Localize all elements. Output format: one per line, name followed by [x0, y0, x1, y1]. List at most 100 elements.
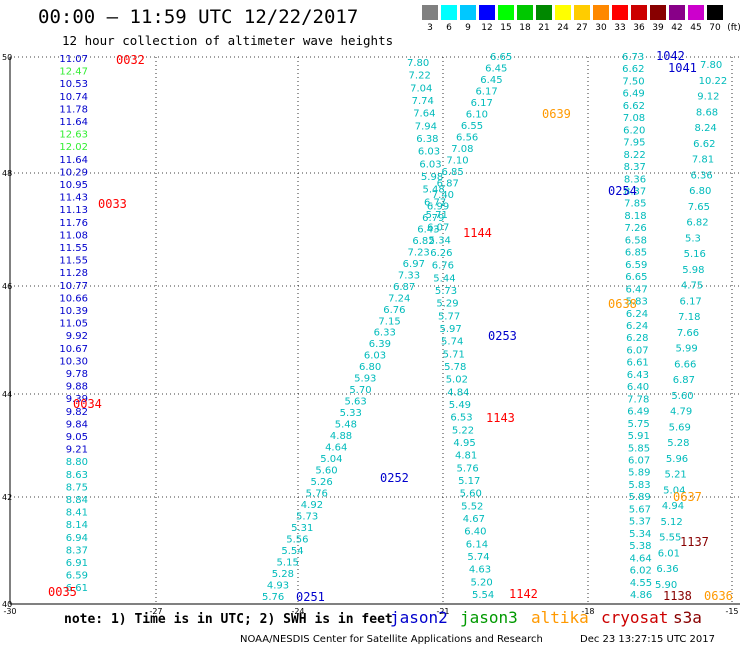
swh-value: 6.49: [627, 407, 649, 418]
swh-value: 5.29: [436, 299, 458, 310]
pass-time-label: 0251: [296, 590, 325, 604]
swh-value: 6.61: [627, 358, 649, 369]
swh-value: 10.77: [59, 281, 88, 292]
swh-value: 6.01: [658, 548, 680, 559]
swh-value: 6.77: [424, 197, 446, 208]
swh-value: 10.22: [699, 76, 728, 87]
swh-value: 4.92: [301, 500, 323, 511]
color-scale-label: 33: [614, 23, 626, 33]
swh-value: 10.67: [59, 344, 88, 355]
lon-tick-label: -24: [291, 607, 304, 616]
swh-value: 6.65: [490, 52, 512, 63]
lon-tick-label: -30: [3, 607, 16, 616]
swh-value: 7.18: [678, 312, 700, 323]
footer-timestamp: Dec 23 13:27:15 UTC 2017: [580, 634, 715, 645]
pass-time-label: 0639: [542, 107, 571, 121]
swh-value: 6.47: [625, 284, 647, 295]
swh-value: 5.97: [440, 324, 462, 335]
lat-tick-label: 40: [2, 600, 12, 609]
swh-value: 6.45: [480, 75, 502, 86]
swh-value: 6.28: [626, 333, 648, 344]
swh-value: 5.63: [344, 397, 366, 408]
swh-value: 5.83: [628, 480, 650, 491]
pass-time-label: 0254: [608, 184, 637, 198]
swh-value: 5.56: [286, 535, 308, 546]
swh-value: 5.34: [629, 529, 651, 540]
swh-value: 11.07: [59, 54, 88, 65]
sat-legend-jason3: jason3: [460, 608, 518, 627]
swh-value: 5.67: [629, 504, 651, 515]
swh-value: 5.75: [627, 419, 649, 430]
color-scale-label: 18: [519, 23, 531, 33]
swh-value: 5.60: [315, 466, 337, 477]
swh-value: 10.74: [59, 92, 88, 103]
swh-value: 6.24: [626, 321, 648, 332]
swh-value: 5.93: [354, 374, 376, 385]
swh-value: 5.54: [281, 546, 303, 557]
color-scale-label: 3: [427, 23, 433, 33]
swh-value: 6.87: [393, 282, 415, 293]
swh-value: 4.64: [325, 443, 347, 454]
swh-value: 4.63: [469, 565, 491, 576]
swh-value: 7.04: [410, 83, 432, 94]
swh-value: 10.53: [59, 79, 88, 90]
swh-value: 6.14: [466, 539, 488, 550]
swh-value: 8.14: [66, 520, 88, 531]
swh-value: 4.94: [662, 501, 684, 512]
swh-value: 11.64: [59, 117, 88, 128]
swh-value: 5.04: [320, 454, 342, 465]
swh-value: 6.17: [680, 296, 702, 307]
swh-value: 11.13: [59, 205, 88, 216]
color-swatch: [612, 5, 628, 20]
swh-value: 5.60: [460, 489, 482, 500]
swh-value: 9.88: [66, 382, 88, 393]
swh-value: 7.78: [627, 394, 649, 405]
swh-value: 11.78: [59, 104, 88, 115]
lon-tick-label: -27: [149, 607, 162, 616]
swh-value: 12.63: [59, 130, 88, 141]
swh-value: 7.94: [415, 121, 437, 132]
swh-value: 5.55: [659, 533, 681, 544]
swh-value: 6.53: [450, 413, 472, 424]
swh-value: 4.75: [681, 281, 703, 292]
swh-value: 10.29: [59, 167, 88, 178]
swh-value: 5.22: [452, 425, 474, 436]
swh-value: 6.91: [66, 558, 88, 569]
swh-value: 4.88: [330, 431, 352, 442]
swh-value: 6.43: [417, 224, 439, 235]
swh-value: 5.44: [433, 273, 455, 284]
swh-value: 6.62: [622, 64, 644, 75]
swh-value: 5.52: [461, 501, 483, 512]
swh-value: 9.82: [66, 407, 88, 418]
lat-tick-label: 50: [2, 53, 12, 62]
swh-value: 11.64: [59, 155, 88, 166]
swh-value: 6.38: [416, 134, 438, 145]
swh-value: 8.63: [66, 470, 88, 481]
swh-value: 5.60: [671, 391, 693, 402]
swh-value: 7.15: [378, 316, 400, 327]
swh-value: 6.66: [674, 359, 696, 370]
swh-value: 6.40: [627, 382, 649, 393]
swh-value: 9.92: [66, 331, 88, 342]
swh-value: 5.98: [682, 265, 704, 276]
lat-tick-label: 42: [2, 493, 12, 502]
swh-value: 5.78: [444, 362, 466, 373]
swh-value: 9.21: [66, 445, 88, 456]
swh-value: 10.66: [59, 293, 88, 304]
lon-tick-label: -18: [581, 607, 594, 616]
color-scale-label: 6: [446, 23, 452, 33]
swh-value: 5.71: [443, 349, 465, 360]
pass-time-label: 0034: [73, 397, 102, 411]
swh-value: 4.95: [453, 438, 475, 449]
swh-value: 6.07: [626, 345, 648, 356]
swh-value: 9.78: [66, 369, 88, 380]
color-swatch: [688, 5, 704, 20]
swh-value: 5.37: [629, 517, 651, 528]
swh-value: 6.85: [441, 167, 463, 178]
swh-value: 4.81: [455, 451, 477, 462]
swh-value: 6.02: [630, 566, 652, 577]
swh-value: 6.94: [66, 533, 88, 544]
lat-tick-label: 44: [2, 390, 12, 399]
color-swatch: [517, 5, 533, 20]
swh-value: 6.76: [383, 305, 405, 316]
